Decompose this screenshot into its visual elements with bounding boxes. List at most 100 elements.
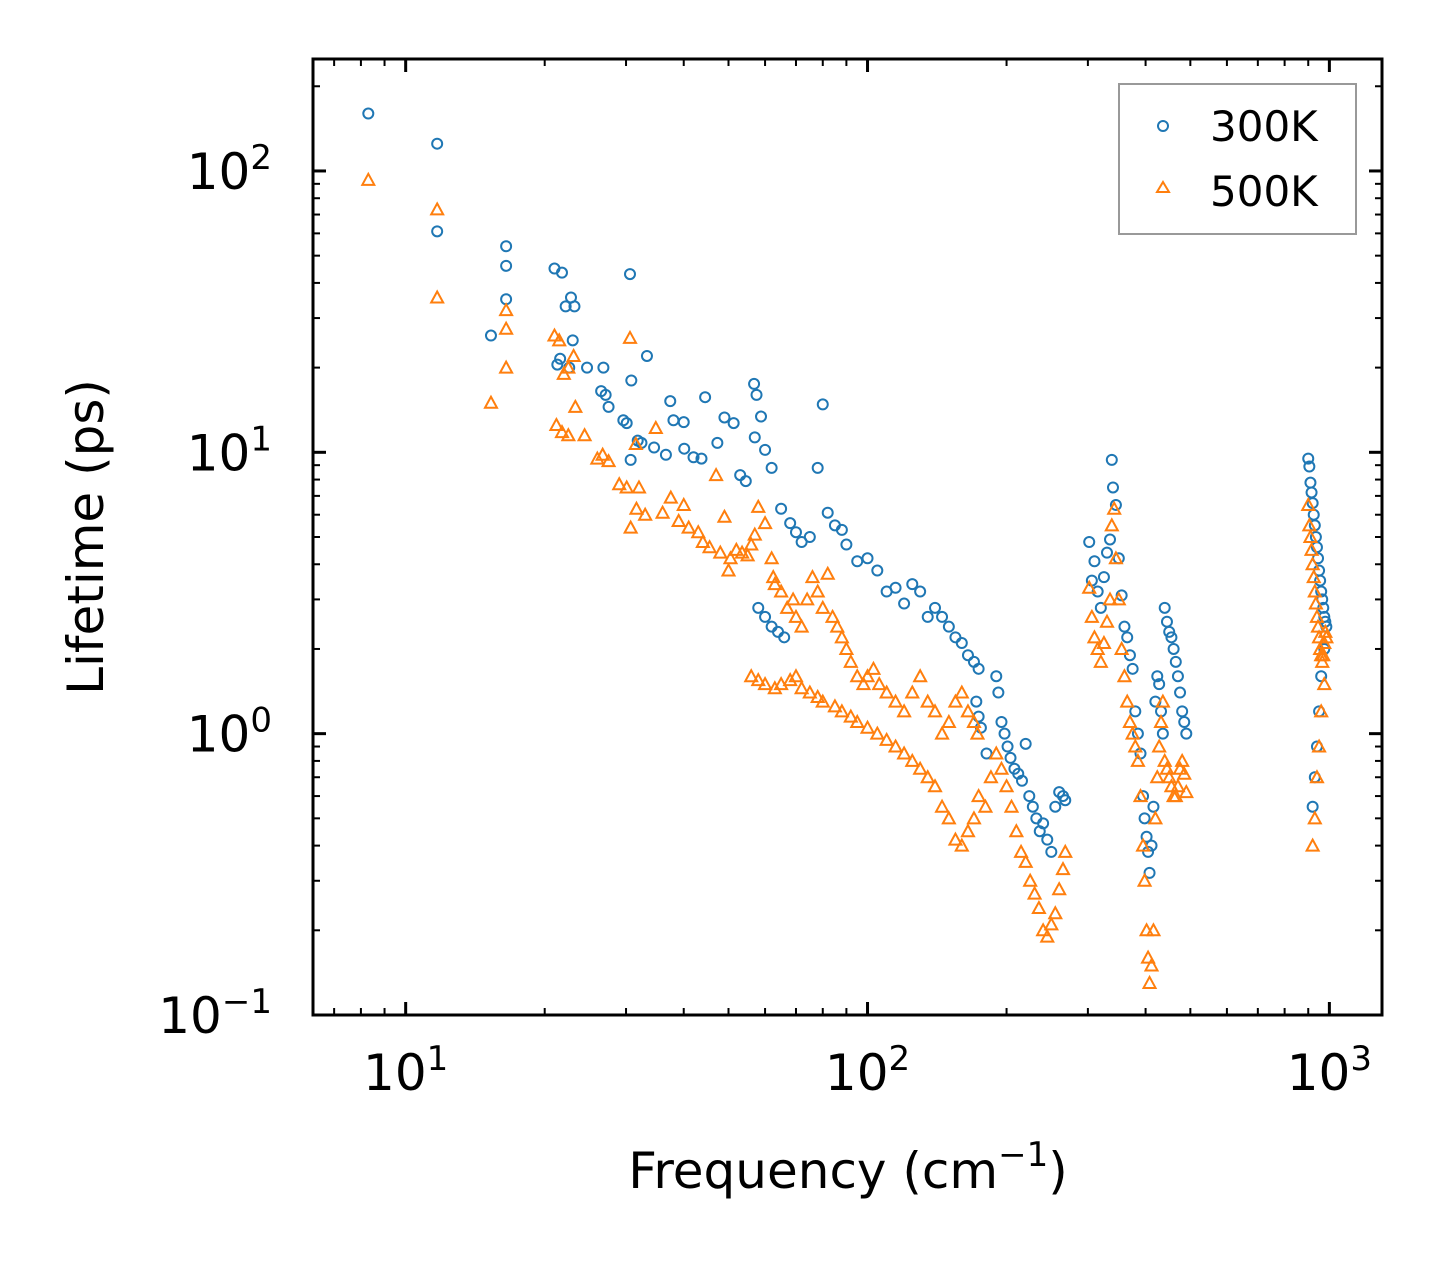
tick-label: 101: [187, 419, 272, 482]
data-point-500K: [1307, 583, 1323, 598]
data-point-300K: [840, 538, 853, 551]
data-point-500K: [1043, 916, 1059, 931]
data-point-500K: [904, 684, 920, 699]
data-point-300K: [1088, 555, 1101, 568]
data-point-500K: [1017, 853, 1034, 868]
data-point-300K: [664, 395, 677, 408]
data-point-300K: [1041, 833, 1054, 846]
data-point-500K: [947, 831, 964, 846]
data-point-500K: [1315, 647, 1331, 662]
data-point-300K: [755, 410, 768, 423]
data-point-300K: [431, 137, 444, 150]
data-point-300K: [821, 506, 834, 519]
data-point-500K: [1176, 765, 1192, 780]
data-point-500K: [728, 541, 745, 556]
data-point-500K: [1013, 843, 1029, 858]
data-point-500K: [1301, 517, 1318, 532]
data-point-300K: [1176, 705, 1189, 718]
data-point-500K: [1039, 928, 1055, 943]
data-point-500K: [1096, 634, 1112, 649]
data-point-300K: [1019, 737, 1032, 750]
data-point-500K: [483, 394, 499, 409]
data-point-500K: [720, 562, 737, 577]
data-point-500K: [869, 725, 885, 740]
data-point-300K: [889, 581, 902, 594]
data-point-500K: [904, 752, 920, 767]
data-point-500K: [1136, 872, 1153, 887]
data-point-500K: [934, 798, 950, 813]
data-point-500K: [628, 500, 645, 515]
data-point-300K: [995, 716, 1008, 729]
data-point-500K: [859, 719, 876, 734]
data-point-500K: [757, 676, 773, 691]
data-point-300K: [1118, 620, 1131, 633]
data-point-500K: [567, 398, 584, 413]
data-point-300K: [1180, 727, 1193, 740]
data-point-300K: [871, 564, 884, 577]
data-point-500K: [429, 201, 445, 216]
data-point-500K: [954, 684, 970, 699]
data-point-500K: [920, 769, 936, 784]
legend-label-500K: 500K: [1210, 167, 1319, 216]
data-point-500K: [1132, 787, 1149, 803]
data-point-300K: [750, 388, 763, 401]
data-point-500K: [969, 725, 986, 740]
data-point-500K: [927, 778, 943, 793]
data-point-500K: [1314, 653, 1330, 668]
data-point-300K: [1059, 794, 1072, 807]
tick-label-exponent: 0: [250, 701, 272, 741]
data-point-500K: [993, 760, 1010, 775]
data-point-500K: [690, 524, 706, 539]
data-point-500K: [1174, 752, 1190, 767]
data-point-500K: [815, 599, 831, 614]
data-point-500K: [1145, 922, 1162, 937]
data-point-500K: [648, 419, 664, 435]
data-point-300K: [748, 431, 761, 444]
data-point-300K: [929, 601, 942, 614]
data-point-500K: [716, 508, 733, 523]
data-point-300K: [1126, 662, 1139, 675]
data-point-500K: [1127, 738, 1143, 753]
data-point-500K: [773, 583, 789, 598]
data-point-300K: [1178, 716, 1191, 729]
data-point-300K: [581, 361, 594, 374]
data-point-300K: [1106, 481, 1119, 494]
data-point-500K: [663, 489, 679, 504]
data-point-500K: [498, 320, 514, 335]
data-point-500K: [1140, 949, 1156, 964]
data-point-500K: [750, 498, 766, 513]
data-point-300K: [1163, 625, 1176, 638]
data-point-500K: [611, 476, 627, 491]
data-point-300K: [835, 523, 848, 536]
data-point-300K: [1165, 631, 1178, 644]
data-point-500K: [887, 738, 904, 753]
data-point-300K: [554, 352, 567, 365]
data-point-500K: [827, 698, 843, 713]
x-axis-label-text: Frequency (cm: [628, 1142, 998, 1200]
tick-label: 10−1: [158, 982, 272, 1045]
data-point-500K: [1313, 703, 1329, 718]
data-point-300K: [1123, 649, 1136, 662]
data-point-300K: [1129, 705, 1142, 718]
data-point-500K: [927, 703, 943, 718]
data-point-500K: [1047, 905, 1063, 920]
data-point-500K: [988, 745, 1004, 760]
series-500K-points: [360, 171, 1335, 989]
data-point-500K: [600, 453, 617, 468]
data-point-300K: [921, 610, 934, 623]
data-point-500K: [838, 640, 855, 655]
data-point-500K: [912, 760, 928, 775]
data-point-300K: [568, 300, 581, 313]
data-point-500K: [548, 416, 565, 432]
data-point-500K: [670, 512, 687, 527]
data-point-300K: [1303, 460, 1316, 473]
data-point-300K: [914, 585, 927, 598]
data-point-500K: [622, 329, 638, 344]
data-point-300K: [765, 461, 778, 474]
data-point-300K: [1140, 830, 1153, 843]
data-point-300K: [640, 349, 653, 362]
data-point-500K: [859, 668, 876, 683]
data-point-500K: [849, 713, 865, 729]
tick-label-base: 10: [187, 706, 251, 764]
data-point-500K: [810, 583, 826, 598]
